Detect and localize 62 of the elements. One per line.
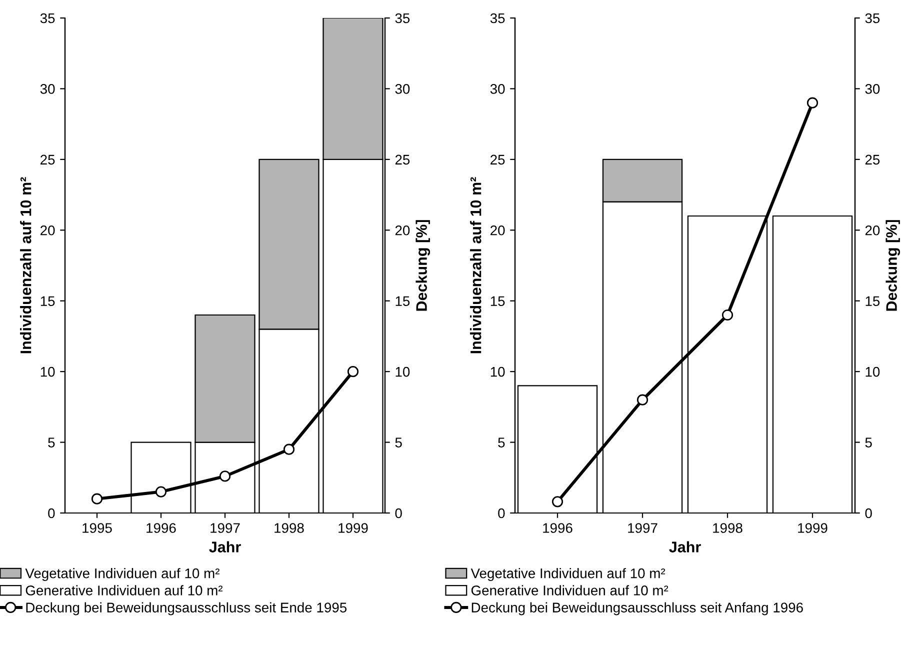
y2-tick-label: 15 [866,296,880,306]
y-tick-label: 30 [40,84,55,94]
point [636,394,648,406]
x-tick-label: 1995 [82,523,112,533]
x-axis-title: Jahr [669,541,701,552]
x-tick-label: 1996 [146,523,176,533]
y-tick-label: 20 [40,225,55,236]
x-tick-label: 1998 [274,523,304,533]
y-tick-label: 15 [40,296,55,306]
x-tick-label: 1999 [338,523,368,533]
point [552,496,564,508]
legend-label: Deckung bei Beweidungsausschluss seit Anfang 1996 [472,602,803,616]
y2-tick-label: 0 [865,508,872,518]
y2-tick-label: 30 [395,84,410,94]
x-tick-label: 1998 [713,523,742,533]
x-tick-label: 1997 [628,523,658,533]
y-tick-label: 25 [490,154,505,165]
y-tick-label: 25 [40,154,55,165]
point [219,470,231,482]
legend-label: Generative Individuen auf 10 m² [471,585,668,596]
y2-tick-label: 5 [865,438,872,448]
y2-tick-label: 25 [395,154,410,165]
y2-tick-label: 25 [865,154,880,165]
x-tick-label: 1997 [210,523,240,533]
point [722,309,734,321]
y-tick-label: 5 [48,438,55,448]
legend-label: Generative Individuen auf 10 m² [26,585,223,596]
point [91,493,103,504]
y-tick-label: 35 [40,13,55,24]
x-tick-label: 1999 [798,523,828,533]
point [347,366,359,378]
y-axis-title: Individuenzahl auf 10 m² [20,177,32,354]
y2-tick-label: 30 [865,84,880,94]
y-tick-label: 15 [490,296,505,306]
y2-tick-label: 10 [396,366,410,377]
y-tick-label: 0 [498,508,505,518]
y-axis-title: Individuenzahl auf 10 m² [470,177,482,354]
y2-tick-label: 5 [395,438,402,448]
y2-tick-label: 20 [865,225,880,236]
y-tick-label: 20 [490,225,505,236]
x-tick-label: 1996 [543,523,572,533]
y-tick-label: 0 [48,508,55,518]
y2-axis-title: Deckung [%] [886,220,900,311]
point [155,486,167,498]
y2-tick-label: 20 [395,225,410,236]
legend-label: Vegetative Individuen auf 10 m² [470,568,666,582]
y2-tick-label: 0 [395,508,402,518]
y2-tick-label: 35 [865,13,880,24]
y2-tick-label: 15 [396,296,410,306]
x-axis-title: Jahr [209,541,241,552]
y-tick-label: 10 [40,366,55,377]
y2-tick-label: 10 [866,366,880,377]
y-tick-label: 5 [498,438,505,448]
legend-label: Vegetative Individuen auf 10 m² [25,568,220,582]
point [806,97,818,108]
y-tick-label: 30 [490,84,505,94]
y-tick-label: 35 [490,13,505,24]
legend-label: Deckung bei Beweidungsausschluss seit Ende 1995 [26,602,347,616]
y2-axis-title: Deckung [%] [416,220,430,311]
point [283,444,295,455]
y-tick-label: 10 [490,366,505,377]
y2-tick-label: 35 [395,13,410,24]
